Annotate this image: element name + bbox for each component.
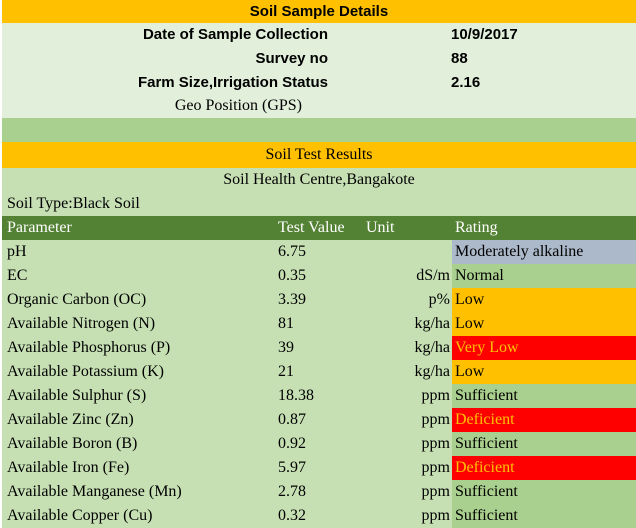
table-row: Available Manganese (Mn) 2.78 ppm Suffic… bbox=[2, 480, 636, 504]
parameter-cell: Available Sulphur (S) bbox=[2, 384, 274, 408]
unit-cell: ppm bbox=[354, 432, 452, 456]
parameter-cell: EC bbox=[2, 264, 274, 288]
table-row: pH 6.75 Moderately alkaline bbox=[2, 240, 636, 264]
unit-cell: ppm bbox=[354, 408, 452, 432]
value-cell: 0.87 bbox=[274, 408, 354, 432]
parameter-cell: Available Iron (Fe) bbox=[2, 456, 274, 480]
rating-cell: Low bbox=[452, 312, 636, 336]
value-cell: 2.78 bbox=[274, 480, 354, 504]
table-row: Available Zinc (Zn) 0.87 ppm Deficient bbox=[2, 408, 636, 432]
table-row: Available Phosphorus (P) 39 kg/ha Very L… bbox=[2, 336, 636, 360]
parameter-cell: Available Zinc (Zn) bbox=[2, 408, 274, 432]
sample-details: Date of Sample Collection 10/9/2017 Surv… bbox=[2, 23, 636, 118]
value-cell: 6.75 bbox=[274, 240, 354, 264]
header-unit: Unit bbox=[354, 216, 452, 240]
results-title: Soil Test Results bbox=[2, 142, 636, 168]
value-cell: 21 bbox=[274, 360, 354, 384]
rating-cell: Sufficient bbox=[452, 480, 636, 504]
detail-label: Survey no bbox=[255, 50, 328, 67]
report-title: Soil Sample Details bbox=[2, 0, 636, 23]
table-header: Parameter Test Value Unit Rating bbox=[2, 216, 636, 240]
soil-health-centre: Soil Health Centre,Bangakote bbox=[2, 168, 636, 192]
parameter-cell: Available Nitrogen (N) bbox=[2, 312, 274, 336]
header-test-value: Test Value bbox=[274, 216, 354, 240]
table-row: EC 0.35 dS/m Normal bbox=[2, 264, 636, 288]
rating-cell: Sufficient bbox=[452, 384, 636, 408]
parameter-cell: Available Phosphorus (P) bbox=[2, 336, 274, 360]
rating-cell: Very Low bbox=[452, 336, 636, 360]
unit-cell: kg/ha bbox=[354, 336, 452, 360]
parameter-cell: pH bbox=[2, 240, 274, 264]
detail-row-farm-size: Farm Size,Irrigation Status 2.16 bbox=[2, 71, 636, 95]
parameter-cell: Available Copper (Cu) bbox=[2, 504, 274, 528]
value-cell: 0.35 bbox=[274, 264, 354, 288]
table-row: Available Iron (Fe) 5.97 ppm Deficient bbox=[2, 456, 636, 480]
parameter-cell: Available Boron (B) bbox=[2, 432, 274, 456]
parameter-cell: Available Manganese (Mn) bbox=[2, 480, 274, 504]
detail-row-geo: Geo Position (GPS) bbox=[2, 94, 636, 118]
value-cell: 3.39 bbox=[274, 288, 354, 312]
rating-cell: Normal bbox=[452, 264, 636, 288]
value-cell: 18.38 bbox=[274, 384, 354, 408]
detail-value: 2.16 bbox=[451, 74, 481, 91]
table-row: Available Potassium (K) 21 kg/ha Low bbox=[2, 360, 636, 384]
rating-cell: Low bbox=[452, 288, 636, 312]
header-parameter: Parameter bbox=[2, 216, 274, 240]
rating-cell: Low bbox=[452, 360, 636, 384]
unit-cell: p% bbox=[354, 288, 452, 312]
value-cell: 39 bbox=[274, 336, 354, 360]
unit-cell: kg/ha bbox=[354, 312, 452, 336]
parameter-cell: Available Potassium (K) bbox=[2, 360, 274, 384]
geo-position-label: Geo Position (GPS) bbox=[174, 97, 302, 114]
rating-cell: Deficient bbox=[452, 408, 636, 432]
unit-cell: dS/m bbox=[354, 264, 452, 288]
rating-cell: Deficient bbox=[452, 456, 636, 480]
detail-label: Farm Size,Irrigation Status bbox=[137, 74, 328, 91]
parameter-cell: Organic Carbon (OC) bbox=[2, 288, 274, 312]
rating-cell: Sufficient bbox=[452, 504, 636, 528]
table-row: Available Nitrogen (N) 81 kg/ha Low bbox=[2, 312, 636, 336]
table-row: Available Copper (Cu) 0.32 ppm Sufficien… bbox=[2, 504, 636, 528]
detail-label: Date of Sample Collection bbox=[142, 26, 328, 43]
value-cell: 0.32 bbox=[274, 504, 354, 528]
rating-cell: Sufficient bbox=[452, 432, 636, 456]
spacer-band bbox=[2, 118, 636, 142]
table-row: Organic Carbon (OC) 3.39 p% Low bbox=[2, 288, 636, 312]
unit-cell bbox=[354, 240, 452, 264]
rating-cell: Moderately alkaline bbox=[452, 240, 636, 264]
detail-value: 88 bbox=[451, 50, 468, 67]
unit-cell: ppm bbox=[354, 384, 452, 408]
soil-type: Soil Type:Black Soil bbox=[2, 192, 636, 216]
unit-cell: ppm bbox=[354, 456, 452, 480]
table-row: Available Boron (B) 0.92 ppm Sufficient bbox=[2, 432, 636, 456]
detail-row-survey: Survey no 88 bbox=[2, 47, 636, 71]
detail-row-date: Date of Sample Collection 10/9/2017 bbox=[2, 23, 636, 47]
table-row: Available Sulphur (S) 18.38 ppm Sufficie… bbox=[2, 384, 636, 408]
header-rating: Rating bbox=[452, 216, 636, 240]
detail-value: 10/9/2017 bbox=[451, 26, 518, 43]
unit-cell: kg/ha bbox=[354, 360, 452, 384]
value-cell: 0.92 bbox=[274, 432, 354, 456]
unit-cell: ppm bbox=[354, 504, 452, 528]
unit-cell: ppm bbox=[354, 480, 452, 504]
value-cell: 81 bbox=[274, 312, 354, 336]
value-cell: 5.97 bbox=[274, 456, 354, 480]
